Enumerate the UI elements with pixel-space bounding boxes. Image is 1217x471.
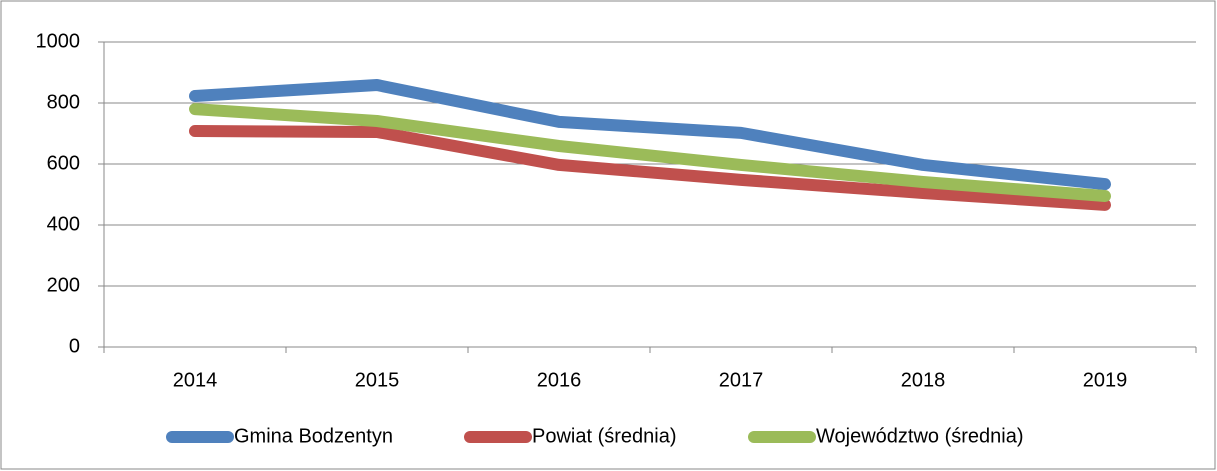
x-tick-label: 2014	[173, 369, 218, 391]
y-tick-label: 1000	[36, 30, 81, 52]
legend-label: Gmina Bodzentyn	[234, 425, 393, 447]
x-tick-label: 2015	[355, 369, 400, 391]
series-line	[189, 79, 1111, 191]
y-tick-label: 400	[47, 213, 80, 235]
x-tick-label: 2018	[901, 369, 946, 391]
x-tick-label: 2016	[537, 369, 582, 391]
legend-label: Powiat (średnia)	[532, 425, 677, 447]
series-line	[189, 103, 1111, 203]
x-tick-label: 2017	[719, 369, 764, 391]
y-tick-label: 600	[47, 152, 80, 174]
series-line	[189, 125, 1111, 211]
y-tick-label: 800	[47, 91, 80, 113]
y-tick-label: 200	[47, 274, 80, 296]
y-tick-label: 0	[69, 335, 80, 357]
x-tick-label: 2019	[1083, 369, 1128, 391]
legend-label: Województwo (średnia)	[816, 425, 1024, 447]
